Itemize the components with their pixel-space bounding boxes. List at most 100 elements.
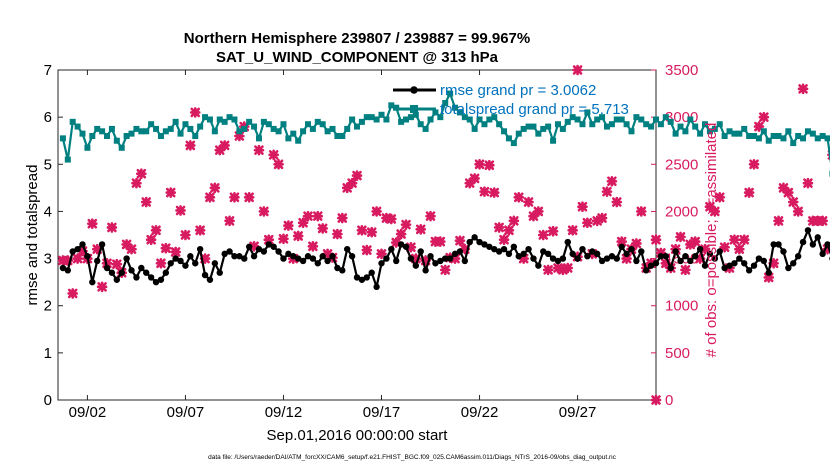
rmse-point <box>716 248 723 255</box>
rmse-point <box>319 253 326 260</box>
totalspread-point <box>765 137 772 144</box>
totalspread-point <box>427 116 434 123</box>
totalspread-point <box>530 123 537 130</box>
rmse-point <box>412 262 420 269</box>
totalspread-point <box>99 128 106 135</box>
obs-point <box>126 243 137 255</box>
totalspread-point <box>672 130 679 137</box>
rmse-point <box>814 234 821 241</box>
x-tick-label: 09/27 <box>559 404 597 421</box>
rmse-point <box>363 274 371 281</box>
obs-point <box>234 130 245 142</box>
chart-title-line1: Northern Hemisphere 239807 / 239887 = 99… <box>184 30 530 47</box>
rmse-point <box>388 245 395 253</box>
rmse-point <box>162 269 170 276</box>
obs-point <box>763 272 775 283</box>
obs-point <box>361 244 373 256</box>
obs-point <box>503 224 515 236</box>
totalspread-point <box>633 114 640 121</box>
totalspread-point <box>108 125 115 132</box>
totalspread-point <box>123 133 130 139</box>
obs-point <box>351 170 363 181</box>
obs-point <box>160 242 172 254</box>
totalspread-point <box>442 100 449 106</box>
obs-point <box>518 253 529 264</box>
totalspread-point <box>510 140 517 147</box>
obs-point <box>508 215 520 227</box>
totalspread-point <box>221 118 228 125</box>
y-right-tick-label: 2000 <box>665 203 698 220</box>
totalspread-point <box>461 114 468 121</box>
rmse-point <box>549 255 557 262</box>
totalspread-point <box>236 128 243 135</box>
totalspread-point <box>275 128 282 135</box>
totalspread-point <box>648 123 655 130</box>
obs-point <box>292 230 304 242</box>
totalspread-point <box>476 116 483 123</box>
obs-point <box>601 186 613 197</box>
obs-point <box>224 215 235 227</box>
totalspread-point <box>814 135 821 142</box>
rmse-point <box>505 250 513 258</box>
obs-point <box>567 224 578 236</box>
totalspread-point <box>491 114 498 121</box>
obs-point <box>577 201 588 213</box>
totalspread-point <box>432 109 439 116</box>
obs-point <box>611 196 623 208</box>
rmse-point <box>265 241 272 248</box>
rmse-point <box>736 255 743 262</box>
totalspread-point <box>403 116 410 123</box>
rmse-point <box>304 253 312 260</box>
rmse-point <box>397 241 405 248</box>
rmse-point <box>64 267 72 274</box>
obs-point <box>552 262 564 274</box>
obs-point <box>474 158 485 170</box>
totalspread-point <box>167 125 174 132</box>
rmse-point <box>98 241 106 248</box>
obs-point <box>479 186 490 197</box>
rmse-point <box>74 245 81 253</box>
rmse-point <box>128 267 135 274</box>
rmse-point <box>451 250 459 258</box>
totalspread-point <box>231 116 238 123</box>
totalspread-point <box>148 121 155 128</box>
obs-point <box>273 158 284 170</box>
totalspread-point <box>677 123 684 130</box>
rmse-point <box>701 262 709 269</box>
x-axis: 09/02 09/07 09/12 09/17 09/22 09/27 <box>69 70 597 421</box>
totalspread-point <box>339 133 346 139</box>
rmse-point <box>339 267 346 274</box>
obs-point <box>596 212 608 224</box>
totalspread-point <box>64 156 71 163</box>
totalspread-point <box>309 125 316 132</box>
obs-point <box>582 217 593 229</box>
obs-point <box>817 215 828 227</box>
obs-point <box>572 64 583 76</box>
obs-point <box>131 177 142 189</box>
obs-point <box>87 218 98 229</box>
totalspread-point <box>574 116 581 123</box>
y-left-tick-label: 6 <box>44 109 52 126</box>
obs-point <box>753 121 765 132</box>
y-right-tick-label: 3500 <box>665 62 698 79</box>
rmse-point <box>476 238 483 246</box>
rmse-point <box>613 255 620 262</box>
rmse-point <box>780 248 787 255</box>
rmse-point <box>677 257 684 265</box>
totalspread-point <box>785 128 792 135</box>
totalspread-point <box>447 90 454 97</box>
totalspread-point <box>599 114 606 121</box>
rmse-point <box>824 241 830 248</box>
totalspread-point <box>790 140 797 147</box>
obs-point <box>714 191 726 203</box>
y-left-tick-label: 3 <box>44 251 52 268</box>
obs-point <box>405 241 417 253</box>
totalspread-point <box>667 118 674 125</box>
totalspread-point <box>775 133 782 139</box>
obs-point <box>410 253 422 264</box>
totalspread-point <box>128 130 135 137</box>
totalspread-series <box>59 90 830 177</box>
rmse-point <box>294 255 302 262</box>
rmse-point <box>324 257 331 265</box>
obs-point <box>488 187 500 198</box>
